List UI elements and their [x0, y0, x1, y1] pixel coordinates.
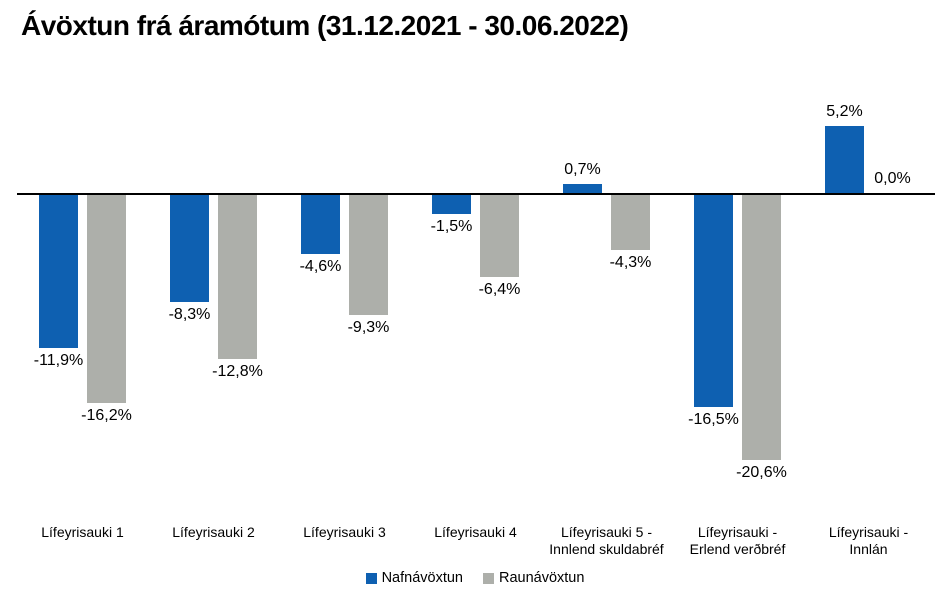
legend-item-raunavoxtun: Raunávöxtun [482, 570, 585, 586]
category-label: Lífeyrisauki 1 [41, 524, 124, 540]
category-label: Lífeyrisauki - Erlend verðbréf [689, 524, 786, 557]
value-label: -16,2% [81, 407, 132, 425]
bar-nafnavoxtun [694, 195, 733, 408]
legend-swatch-blue-icon [365, 572, 377, 584]
bar-nafnavoxtun [301, 195, 340, 255]
bar-nafnavoxtun [39, 195, 78, 348]
value-label: 5,2% [826, 103, 863, 121]
value-label: 0,7% [564, 161, 601, 178]
chart-legend: Nafnávöxtun Raunávöxtun [0, 570, 950, 586]
bar-nafnavoxtun [825, 126, 864, 193]
value-label: -8,3% [168, 305, 211, 323]
value-label: -12,8% [212, 363, 263, 381]
bar-raunavoxtun [742, 195, 781, 460]
bar-raunavoxtun [87, 195, 126, 404]
bar-nafnavoxtun [170, 195, 209, 302]
legend-swatch-gray-icon [482, 572, 494, 584]
bar-raunavoxtun [480, 195, 519, 278]
category-label: Lífeyrisauki 3 [303, 524, 386, 540]
bar-raunavoxtun [611, 195, 650, 251]
value-label: -9,3% [347, 318, 390, 336]
chart-title: Ávöxtun frá áramótum (31.12.2021 - 30.06… [21, 10, 629, 41]
category-label: Lífeyrisauki 4 [434, 524, 517, 540]
legend-item-nafnavoxtun: Nafnávöxtun [365, 570, 463, 586]
legend-label-raunavoxtun: Raunávöxtun [498, 570, 585, 586]
bar-raunavoxtun [218, 195, 257, 360]
category-label: Lífeyrisauki - Innlán [828, 524, 909, 557]
value-label: -4,6% [299, 258, 342, 276]
value-label: -4,3% [609, 254, 652, 272]
legend-label-nafnavoxtun: Nafnávöxtun [381, 570, 463, 586]
value-label: -16,5% [688, 411, 739, 429]
value-label: -11,9% [33, 351, 84, 369]
zero-axis-line [17, 193, 935, 195]
category-label: Lífeyrisauki 5 - Innlend skuldabréf [549, 524, 664, 557]
value-label: -6,4% [478, 281, 521, 299]
category-label: Lífeyrisauki 2 [172, 524, 255, 540]
bar-nafnavoxtun [563, 184, 602, 193]
value-label: -20,6% [736, 463, 787, 481]
bar-raunavoxtun [349, 195, 388, 315]
value-label: -1,5% [430, 218, 473, 236]
bar-nafnavoxtun [432, 195, 471, 215]
value-label: 0,0% [874, 170, 911, 187]
